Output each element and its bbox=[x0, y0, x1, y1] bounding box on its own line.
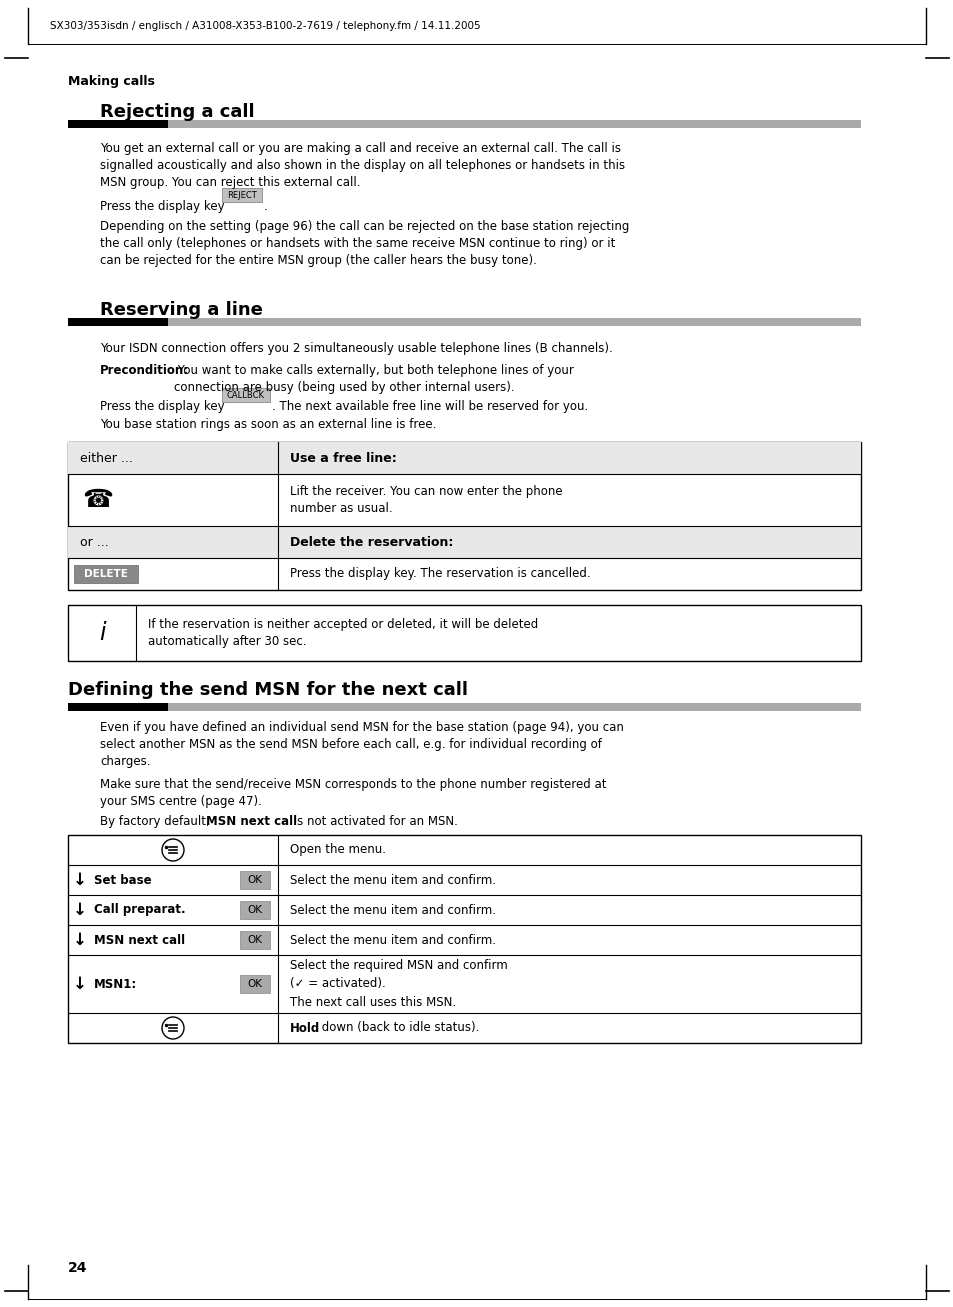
Bar bbox=[240, 975, 270, 993]
Text: is not activated for an MSN.: is not activated for an MSN. bbox=[290, 816, 457, 829]
Bar bbox=[240, 870, 270, 889]
Text: Select the menu item and confirm.: Select the menu item and confirm. bbox=[290, 933, 496, 946]
Text: .: . bbox=[264, 200, 268, 213]
Bar bbox=[68, 835, 861, 1043]
Text: Your ISDN connection offers you 2 simultaneously usable telephone lines (B chann: Your ISDN connection offers you 2 simult… bbox=[100, 342, 612, 356]
Text: Set base: Set base bbox=[94, 873, 152, 886]
Bar bbox=[240, 901, 270, 919]
Text: either ...: either ... bbox=[80, 451, 132, 464]
Text: You get an external call or you are making a call and receive an external call. : You get an external call or you are maki… bbox=[100, 142, 624, 190]
Text: Lift the receiver. You can now enter the phone
number as usual.: Lift the receiver. You can now enter the… bbox=[290, 485, 562, 515]
Text: MSN next call: MSN next call bbox=[206, 816, 296, 829]
Text: DELETE: DELETE bbox=[84, 569, 128, 579]
Bar bbox=[168, 703, 861, 711]
Text: Depending on the setting (page 96) the call can be rejected on the base station : Depending on the setting (page 96) the c… bbox=[100, 220, 629, 267]
Bar bbox=[68, 605, 861, 661]
Bar bbox=[168, 120, 861, 128]
Text: By factory default,: By factory default, bbox=[100, 816, 213, 829]
Bar bbox=[68, 442, 861, 589]
Bar bbox=[222, 388, 270, 403]
Text: Make sure that the send/receive MSN corresponds to the phone number registered a: Make sure that the send/receive MSN corr… bbox=[100, 778, 606, 808]
Text: Hold: Hold bbox=[290, 1022, 320, 1035]
Text: Select the required MSN and confirm
(✓ = activated).
The next call uses this MSN: Select the required MSN and confirm (✓ =… bbox=[290, 959, 507, 1009]
Text: You want to make calls externally, but both telephone lines of your
connection a: You want to make calls externally, but b… bbox=[173, 365, 574, 393]
Text: Use a free line:: Use a free line: bbox=[290, 451, 396, 464]
Text: OK: OK bbox=[247, 979, 262, 989]
Text: CALLBCK: CALLBCK bbox=[227, 391, 265, 400]
Text: Making calls: Making calls bbox=[68, 76, 154, 89]
Text: Open the menu.: Open the menu. bbox=[290, 843, 386, 856]
Text: MSN1:: MSN1: bbox=[94, 978, 137, 991]
Text: Select the menu item and confirm.: Select the menu item and confirm. bbox=[290, 903, 496, 916]
Text: 24: 24 bbox=[68, 1261, 88, 1276]
Text: ↓: ↓ bbox=[73, 901, 87, 919]
Text: OK: OK bbox=[247, 874, 262, 885]
Bar bbox=[68, 525, 861, 558]
Text: Delete the reservation:: Delete the reservation: bbox=[290, 536, 453, 549]
Text: Press the display key: Press the display key bbox=[100, 200, 228, 213]
Text: Even if you have defined an individual send MSN for the base station (page 94), : Even if you have defined an individual s… bbox=[100, 721, 623, 769]
Text: ↓: ↓ bbox=[73, 975, 87, 993]
Bar bbox=[240, 931, 270, 949]
Bar bbox=[68, 703, 168, 711]
Text: Defining the send MSN for the next call: Defining the send MSN for the next call bbox=[68, 681, 468, 699]
Text: SX303/353isdn / englisch / A31008-X353-B100-2-7619 / telephony.fm / 14.11.2005: SX303/353isdn / englisch / A31008-X353-B… bbox=[50, 21, 480, 31]
Text: Press the display key. The reservation is cancelled.: Press the display key. The reservation i… bbox=[290, 567, 590, 580]
Text: REJECT: REJECT bbox=[227, 191, 256, 200]
Text: Press the display key: Press the display key bbox=[100, 400, 228, 413]
Bar bbox=[168, 318, 861, 325]
Bar bbox=[68, 442, 861, 474]
Bar bbox=[74, 565, 138, 583]
Text: Precondition:: Precondition: bbox=[100, 365, 189, 376]
Text: OK: OK bbox=[247, 935, 262, 945]
Text: ☎: ☎ bbox=[82, 488, 113, 512]
Bar bbox=[68, 318, 168, 325]
Text: Rejecting a call: Rejecting a call bbox=[100, 103, 254, 122]
Text: If the reservation is neither accepted or deleted, it will be deleted
automatica: If the reservation is neither accepted o… bbox=[148, 618, 537, 648]
Text: i: i bbox=[98, 621, 105, 644]
Text: Select the menu item and confirm.: Select the menu item and confirm. bbox=[290, 873, 496, 886]
Text: down (back to idle status).: down (back to idle status). bbox=[317, 1022, 478, 1035]
Text: Reserving a line: Reserving a line bbox=[100, 301, 263, 319]
Text: or ...: or ... bbox=[80, 536, 109, 549]
Text: ↓: ↓ bbox=[73, 931, 87, 949]
Text: ↓: ↓ bbox=[73, 870, 87, 889]
Text: MSN next call: MSN next call bbox=[94, 933, 185, 946]
Text: OK: OK bbox=[247, 904, 262, 915]
Text: Call preparat.: Call preparat. bbox=[94, 903, 186, 916]
Bar bbox=[222, 188, 262, 203]
Text: . The next available free line will be reserved for you.: . The next available free line will be r… bbox=[272, 400, 588, 413]
Bar bbox=[68, 120, 168, 128]
Text: You base station rings as soon as an external line is free.: You base station rings as soon as an ext… bbox=[100, 418, 436, 431]
